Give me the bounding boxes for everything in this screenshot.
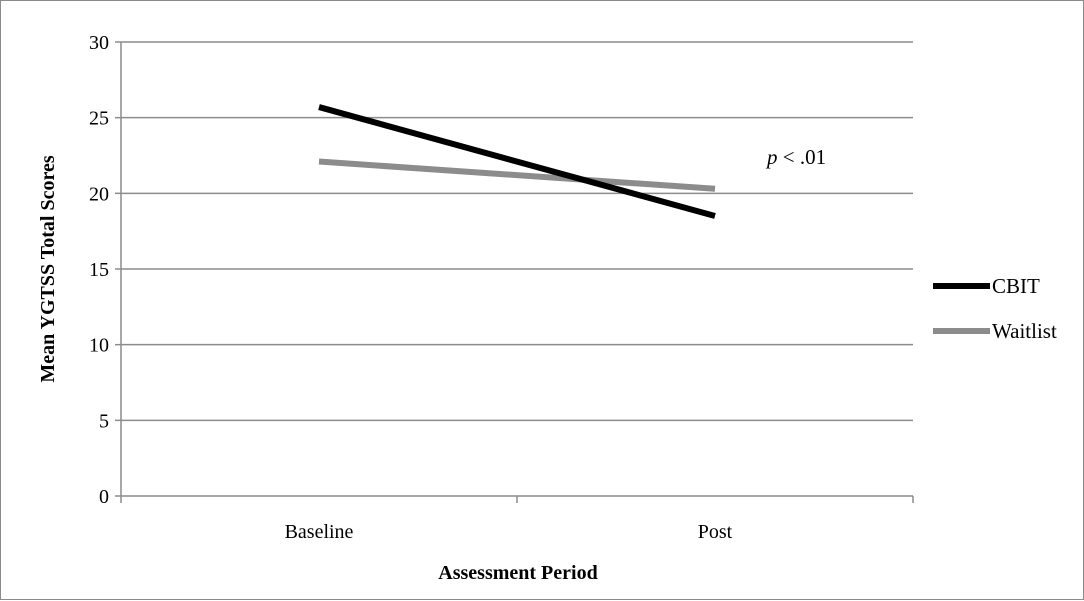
- annotation-value: < .01: [778, 145, 827, 169]
- series-lines: [318, 104, 716, 219]
- y-axis-title: Mean YGTSS Total Scores: [37, 155, 59, 382]
- y-tick-label: 10: [89, 335, 109, 357]
- y-tick-label: 25: [89, 108, 109, 130]
- series-line-waitlist: [318, 158, 716, 192]
- x-tick-label: Baseline: [285, 521, 354, 543]
- series-line-cbit: [318, 104, 716, 219]
- y-tick-label: 0: [99, 486, 109, 508]
- tick-labels: 0 5 10 15 20 25 30 Baseline Post: [89, 32, 733, 543]
- y-tick-label: 15: [89, 259, 109, 281]
- axes: [115, 41, 914, 503]
- annotation-p: p: [765, 145, 778, 169]
- y-tick-label: 20: [89, 183, 109, 205]
- x-axis-title: Assessment Period: [438, 562, 597, 584]
- x-tick-label: Post: [698, 521, 733, 543]
- gridlines: [121, 41, 913, 422]
- legend-label-waitlist: Waitlist: [992, 319, 1057, 343]
- y-tick-label: 5: [99, 410, 109, 432]
- y-tick-label: 30: [89, 32, 109, 54]
- legend: CBIT Waitlist: [933, 274, 1057, 343]
- significance-annotation: p < .01: [765, 145, 826, 169]
- legend-label-cbit: CBIT: [992, 274, 1040, 298]
